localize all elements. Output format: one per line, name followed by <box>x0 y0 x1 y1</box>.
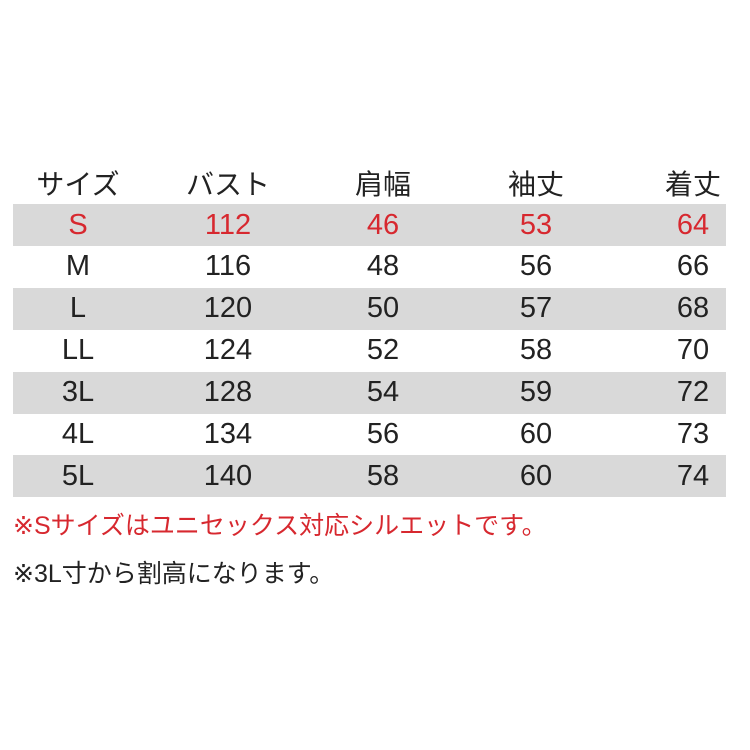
cell-size: 5L <box>61 459 95 492</box>
cell-length: 72 <box>676 376 710 409</box>
cell-shoulder: 52 <box>366 334 400 367</box>
cell-bust: 124 <box>203 334 253 367</box>
table-row: LL 124 52 58 70 <box>13 330 726 372</box>
cell-size: 4L <box>61 418 95 450</box>
cell-sleeve: 53 <box>519 208 553 241</box>
table-row: 5L 140 58 60 74 <box>13 455 726 498</box>
table-row: M 116 48 56 66 <box>13 246 726 288</box>
cell-bust: 116 <box>204 250 252 283</box>
cell-bust: 134 <box>203 418 253 450</box>
cell-length: 74 <box>676 459 710 492</box>
table-row: S 112 46 53 64 <box>13 204 726 246</box>
cell-size: 3L <box>61 376 95 409</box>
header-sleeve: 袖丈 <box>507 169 564 200</box>
cell-length: 66 <box>676 250 710 283</box>
cell-shoulder: 50 <box>366 292 400 325</box>
table-row: 4L 134 56 60 73 <box>13 414 726 456</box>
cell-shoulder: 48 <box>366 250 400 283</box>
cell-sleeve: 57 <box>519 292 553 325</box>
cell-length: 70 <box>676 334 710 367</box>
note-surcharge: ※3L寸から割高になります。 <box>13 560 335 588</box>
table-row: 3L 128 54 59 72 <box>13 371 726 414</box>
header-shoulder: 肩幅 <box>354 169 411 200</box>
table-header: サイズ バスト 肩幅 袖丈 着丈 <box>0 163 750 203</box>
note-unisex: ※Sサイズはユニセックス対応シルエットです。 <box>13 512 547 540</box>
header-length: 着丈 <box>664 169 721 200</box>
cell-bust: 140 <box>203 459 253 492</box>
cell-sleeve: 59 <box>519 376 553 409</box>
header-size: サイズ <box>36 169 120 200</box>
cell-shoulder: 54 <box>366 376 400 409</box>
cell-length: 68 <box>676 292 710 325</box>
cell-sleeve: 58 <box>519 334 553 367</box>
cell-length: 73 <box>676 418 710 450</box>
table-row: L 120 50 57 68 <box>13 287 726 330</box>
cell-sleeve: 60 <box>519 418 553 450</box>
cell-sleeve: 60 <box>519 459 553 492</box>
cell-shoulder: 58 <box>366 459 400 492</box>
cell-length: 64 <box>676 208 710 241</box>
cell-shoulder: 56 <box>366 418 400 450</box>
cell-bust: 120 <box>203 292 253 325</box>
cell-size: L <box>69 292 87 325</box>
cell-shoulder: 46 <box>366 208 400 241</box>
cell-bust: 128 <box>203 376 253 409</box>
cell-bust: 112 <box>204 208 252 241</box>
header-bust: バスト <box>185 169 270 200</box>
cell-size: S <box>68 208 88 241</box>
cell-size: M <box>65 250 91 283</box>
cell-sleeve: 56 <box>519 250 553 283</box>
cell-size: LL <box>61 334 95 367</box>
